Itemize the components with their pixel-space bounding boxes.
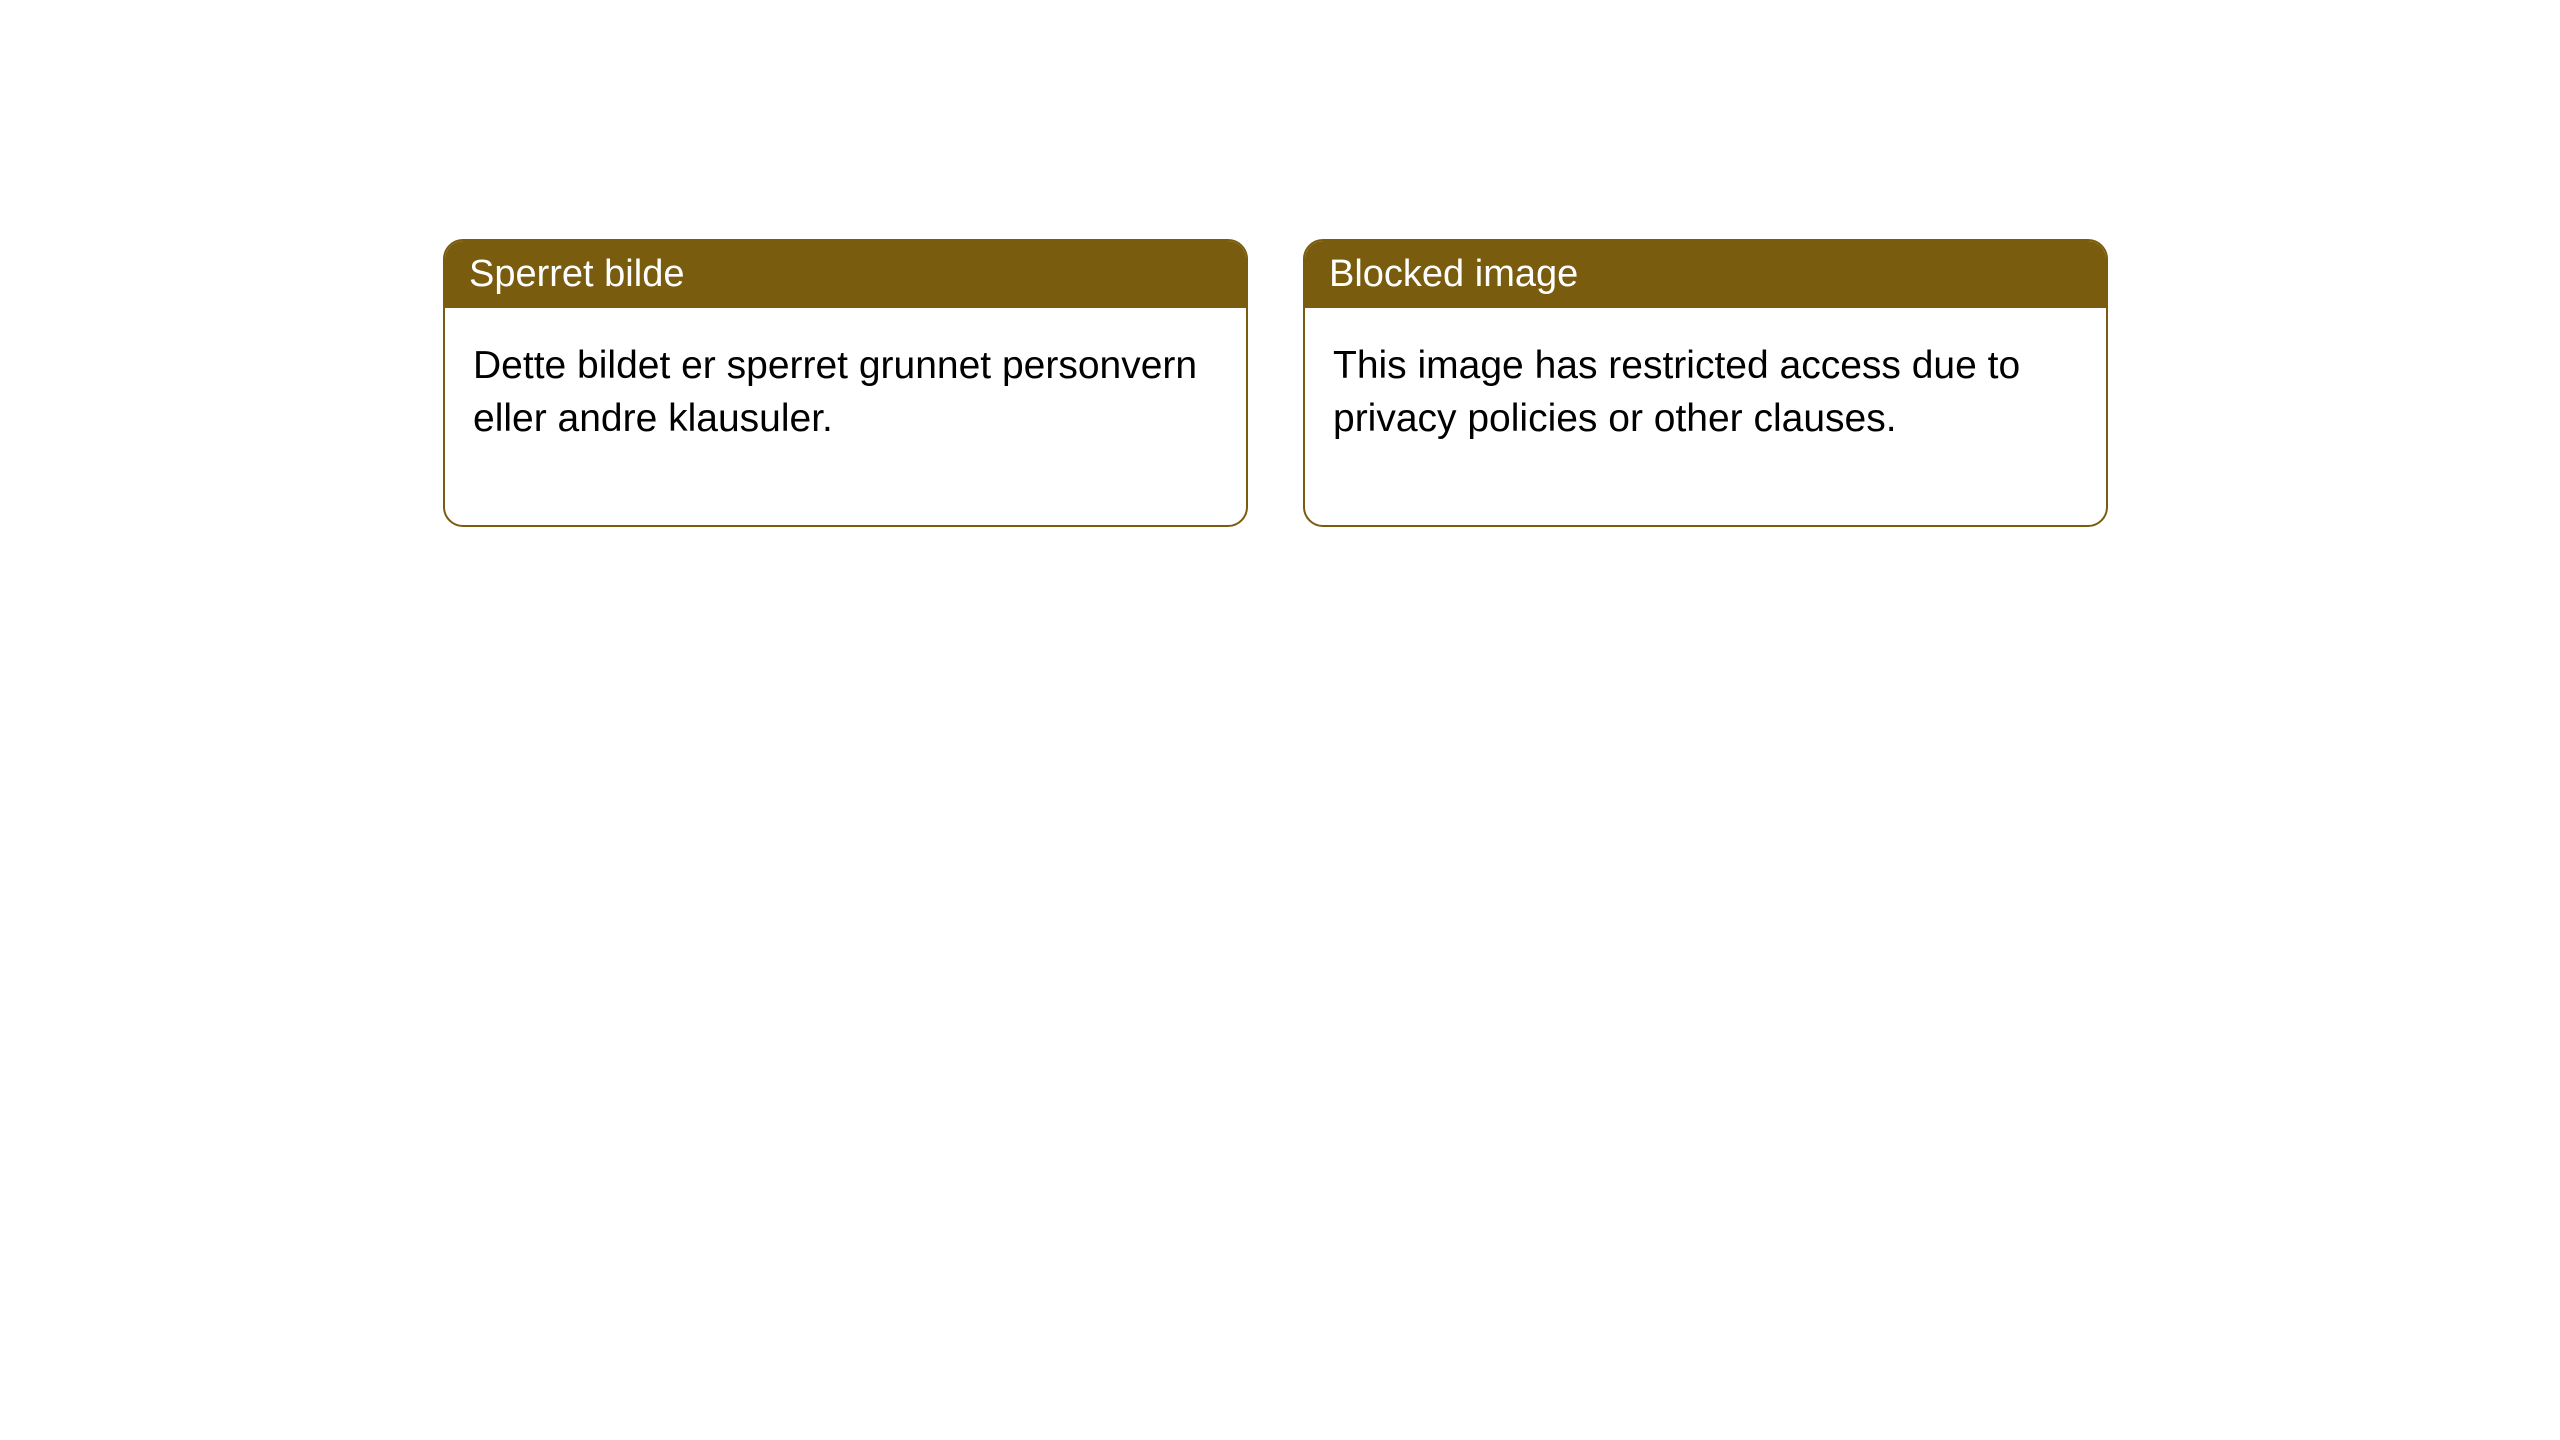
notice-card-body: This image has restricted access due to … xyxy=(1305,308,2106,525)
notice-container: Sperret bilde Dette bildet er sperret gr… xyxy=(0,0,2560,527)
notice-card-norwegian: Sperret bilde Dette bildet er sperret gr… xyxy=(443,239,1248,527)
notice-card-title: Blocked image xyxy=(1305,241,2106,308)
notice-card-english: Blocked image This image has restricted … xyxy=(1303,239,2108,527)
notice-card-title: Sperret bilde xyxy=(445,241,1246,308)
notice-card-body: Dette bildet er sperret grunnet personve… xyxy=(445,308,1246,525)
